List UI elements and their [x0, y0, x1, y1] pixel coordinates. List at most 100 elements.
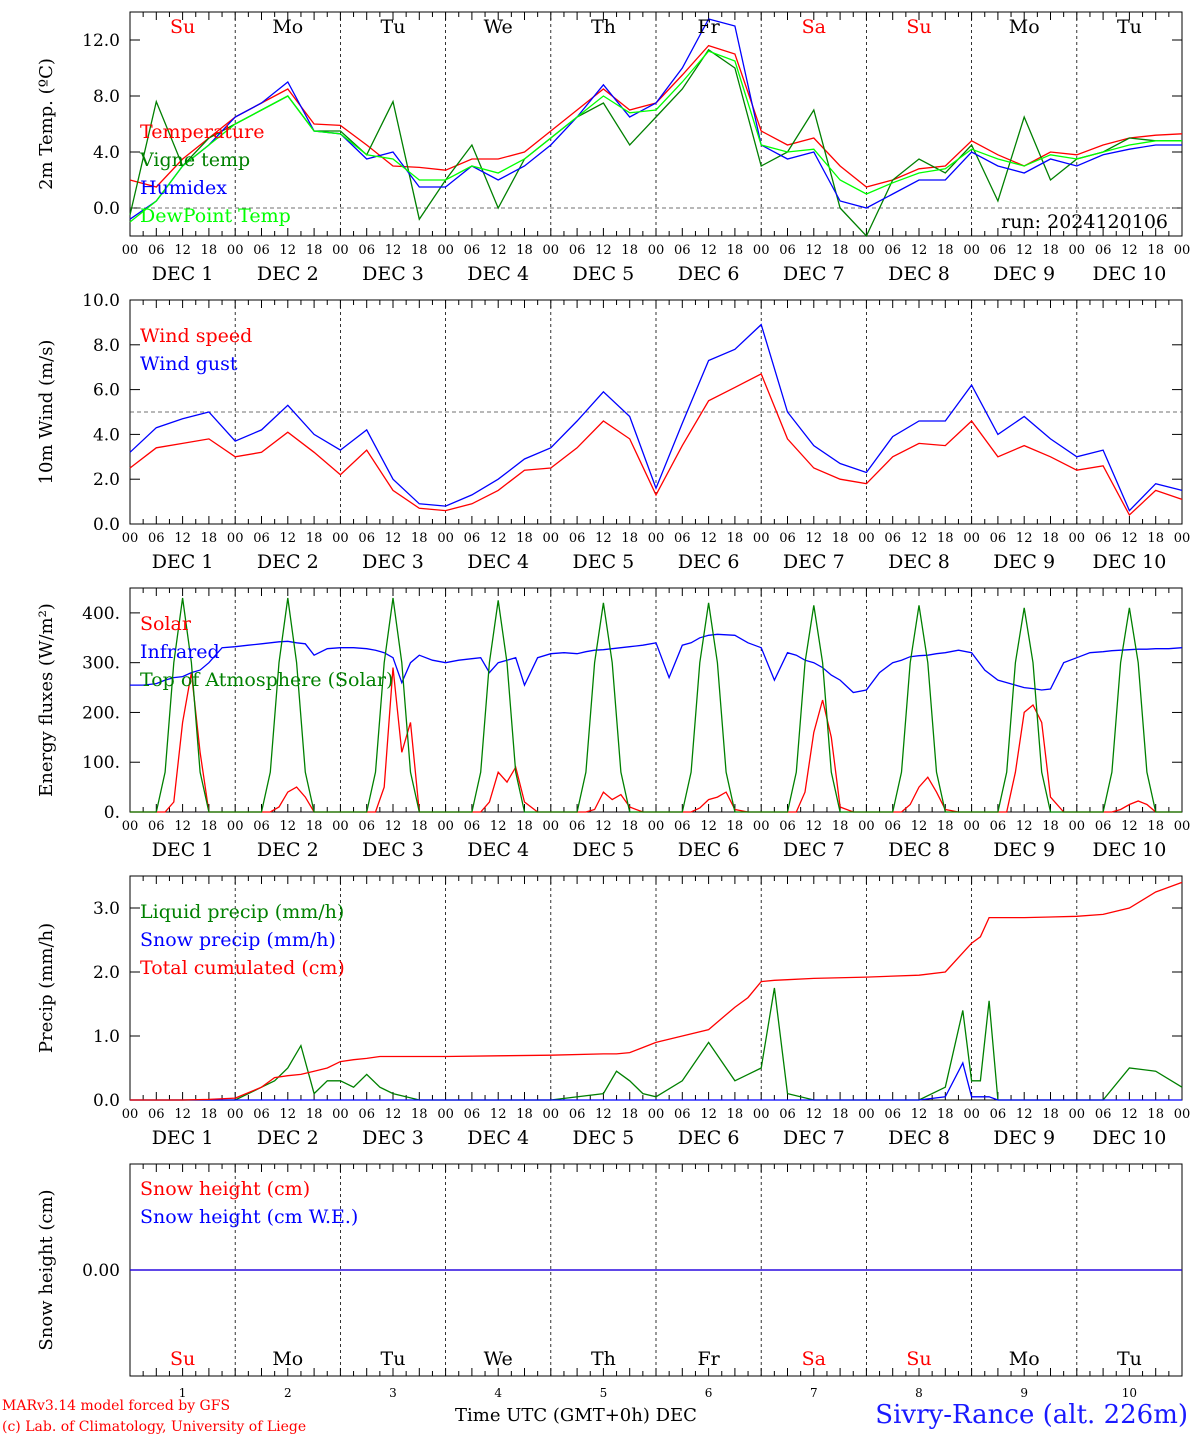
y-tick-label: 2.0 — [93, 470, 120, 490]
date-label: DEC 4 — [467, 551, 529, 573]
hour-tick-label: 00 — [648, 819, 665, 834]
weekday-label: Sa — [802, 16, 826, 38]
hour-tick-label: 12 — [595, 243, 612, 258]
hour-tick-label: 06 — [990, 531, 1007, 546]
hour-tick-label: 18 — [411, 243, 428, 258]
date-label: DEC 5 — [573, 1127, 635, 1149]
y-axis-label: Energy fluxes (W/m²) — [36, 603, 57, 797]
y-tick-label: 2.0 — [93, 963, 120, 983]
hour-tick-label: 18 — [621, 819, 638, 834]
series-line — [130, 987, 1183, 1101]
hour-tick-label: 00 — [753, 1107, 770, 1122]
weekday-label: Su — [906, 1348, 931, 1370]
series-line — [130, 633, 1183, 694]
date-label: DEC 10 — [1092, 551, 1166, 573]
hour-tick-label: 12 — [1121, 819, 1138, 834]
lab-credit-line: (c) Lab. of Climatology, University of L… — [2, 1419, 307, 1435]
series-line — [129, 323, 1183, 512]
date-label: DEC 6 — [678, 1127, 740, 1149]
hour-tick-label: 06 — [464, 1107, 481, 1122]
series-line — [130, 597, 1182, 813]
hour-tick-label: 00 — [122, 531, 139, 546]
hour-tick-label: 18 — [937, 243, 954, 258]
run-annotation: run: 2024120106 — [1001, 211, 1168, 233]
hour-tick-label: 00 — [858, 243, 875, 258]
hour-tick-label: 06 — [253, 1107, 270, 1122]
hour-tick-label: 06 — [884, 243, 901, 258]
hour-tick-label: 00 — [227, 1107, 244, 1122]
hour-tick-label: 00 — [648, 243, 665, 258]
hour-tick-label: 06 — [253, 819, 270, 834]
hour-tick-label: 06 — [358, 1107, 375, 1122]
hour-tick-label: 06 — [884, 1107, 901, 1122]
hour-tick-label: 18 — [201, 531, 218, 546]
month-label: DEC — [655, 1405, 697, 1426]
hour-tick-label: 12 — [385, 1107, 402, 1122]
hour-tick-label: 12 — [700, 531, 717, 546]
hour-tick-label: 06 — [779, 531, 796, 546]
hour-tick-label: 12 — [280, 243, 297, 258]
y-tick-label: 200. — [82, 703, 120, 723]
legend-entry: Infrared — [140, 641, 220, 663]
y-tick-label: 100. — [82, 753, 120, 773]
hour-tick-label: 06 — [253, 243, 270, 258]
y-tick-label: 1.0 — [93, 1027, 120, 1047]
hour-tick-label: 06 — [779, 243, 796, 258]
panel-frame — [129, 11, 1183, 237]
hour-tick-label: 00 — [227, 531, 244, 546]
hour-tick-label: 06 — [358, 819, 375, 834]
weekday-label: Mo — [272, 1348, 303, 1370]
hour-tick-label: 18 — [516, 531, 533, 546]
hour-tick-label: 06 — [148, 1107, 165, 1122]
hour-tick-label: 12 — [911, 819, 928, 834]
hour-tick-label: 12 — [911, 243, 928, 258]
hour-tick-label: 12 — [385, 243, 402, 258]
hour-tick-label: 18 — [727, 819, 744, 834]
hour-tick-label: 00 — [437, 1107, 454, 1122]
hour-tick-label: 06 — [464, 819, 481, 834]
weekday-label: We — [484, 16, 513, 38]
hour-tick-label: 18 — [621, 531, 638, 546]
weekday-label: Tu — [381, 1348, 406, 1370]
hour-tick-label: 06 — [884, 819, 901, 834]
hour-tick-label: 12 — [806, 819, 823, 834]
date-label: DEC 6 — [678, 263, 740, 285]
hour-tick-label: 12 — [490, 531, 507, 546]
weekday-label: Su — [906, 16, 931, 38]
hour-tick-label: 00 — [648, 1107, 665, 1122]
series-line — [129, 18, 1182, 220]
date-label: DEC 1 — [152, 1127, 214, 1149]
day-number-label: 2 — [284, 1386, 292, 1400]
legend-entry: Liquid precip (mm/h) — [140, 901, 344, 923]
hour-tick-label: 18 — [621, 1107, 638, 1122]
y-tick-label: 12.0 — [82, 31, 120, 51]
hour-tick-label: 06 — [148, 819, 165, 834]
hour-tick-label: 06 — [674, 819, 691, 834]
time-axis-title: Time UTC (GMT+0h) — [455, 1405, 650, 1426]
hour-tick-label: 12 — [700, 819, 717, 834]
date-label: DEC 2 — [257, 839, 319, 861]
y-tick-label: 6.0 — [93, 381, 120, 401]
hour-tick-label: 00 — [332, 243, 349, 258]
date-label: DEC 3 — [362, 263, 424, 285]
hour-tick-label: 18 — [516, 243, 533, 258]
day-number-label: 10 — [1122, 1386, 1137, 1400]
hour-tick-label: 00 — [437, 819, 454, 834]
hour-tick-label: 06 — [990, 819, 1007, 834]
legend-entry: DewPoint Temp — [140, 205, 291, 227]
date-label: DEC 8 — [888, 839, 950, 861]
date-label: DEC 2 — [257, 551, 319, 573]
hour-tick-label: 18 — [832, 243, 849, 258]
station-name: Sivry-Rance (alt. 226m) — [875, 1400, 1188, 1430]
hour-tick-label: 06 — [358, 243, 375, 258]
day-number-label: 5 — [600, 1386, 608, 1400]
hour-tick-label: 00 — [543, 819, 560, 834]
hour-tick-label: 00 — [122, 819, 139, 834]
weekday-label: Tu — [1117, 16, 1142, 38]
date-label: DEC 10 — [1092, 263, 1166, 285]
date-label: DEC 3 — [362, 551, 424, 573]
hour-tick-label: 00 — [648, 531, 665, 546]
day-number-label: 6 — [705, 1386, 713, 1400]
weekday-label: Mo — [1009, 1348, 1040, 1370]
hour-tick-label: 12 — [1016, 243, 1033, 258]
